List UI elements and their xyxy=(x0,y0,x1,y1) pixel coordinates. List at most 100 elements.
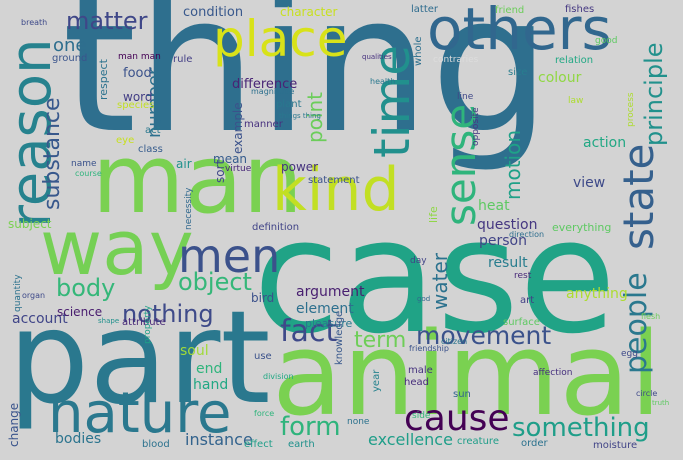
word-excellence: excellence xyxy=(368,430,453,449)
word-life: life xyxy=(427,206,440,223)
word-magnitude: magnitude xyxy=(251,87,295,96)
word-citizen: citizen xyxy=(441,337,468,346)
word-others: others xyxy=(427,0,612,63)
word-view: view xyxy=(573,175,606,191)
word-example: example xyxy=(231,102,245,154)
word-creature: creature xyxy=(457,436,499,447)
word-thing: thing xyxy=(62,0,551,175)
word-condition: condition xyxy=(183,5,244,20)
word-place: place xyxy=(213,10,348,68)
word-attribute: attribute xyxy=(122,317,166,328)
word-contraries: contraries xyxy=(433,55,479,65)
word-earth: earth xyxy=(288,439,315,450)
word-line: line xyxy=(457,92,474,102)
word-ground: ground xyxy=(52,53,88,64)
word-argument: argument xyxy=(296,284,365,300)
word-mean: mean xyxy=(213,152,248,166)
word-hand: hand xyxy=(193,377,229,393)
word-something: something xyxy=(512,413,650,443)
word-property: property xyxy=(143,305,153,344)
word-colour: colour xyxy=(538,70,582,86)
word-good: good xyxy=(595,36,618,46)
word-word: word xyxy=(123,90,153,104)
word-head: head xyxy=(404,377,429,388)
word-friendship: friendship xyxy=(409,344,449,353)
word-pleasure: pleasure xyxy=(305,317,353,330)
word-account: account xyxy=(12,311,68,327)
word-none: none xyxy=(347,417,370,427)
word-substance: substance xyxy=(40,97,65,210)
word-respect: respect xyxy=(97,59,110,100)
word-body: body xyxy=(56,274,116,302)
word-object: object xyxy=(178,268,252,296)
word-air: air xyxy=(176,157,192,171)
word-necessity: necessity xyxy=(184,187,194,230)
word-process: process xyxy=(626,92,636,127)
word-term: term xyxy=(354,328,407,353)
word-difference: difference xyxy=(232,77,298,92)
word-result: result xyxy=(488,255,528,271)
word-art: art xyxy=(520,295,535,306)
word-male: male xyxy=(408,365,433,376)
word-moisture: moisture xyxy=(593,440,638,451)
word-flesh: flesh xyxy=(641,312,661,321)
word-act: act xyxy=(145,125,161,136)
word-nature: nature xyxy=(48,381,232,446)
word-things-thing: things thing xyxy=(279,112,321,120)
word-eye: eye xyxy=(116,135,135,146)
word-men: men xyxy=(178,229,281,283)
word-day: day xyxy=(410,256,427,266)
word-statement: statement xyxy=(308,175,360,186)
word-rule: rule xyxy=(173,54,193,65)
word-water: water xyxy=(428,253,452,310)
word-egg: egg xyxy=(621,349,638,359)
word-character: character xyxy=(280,5,338,19)
word-question: question xyxy=(477,217,538,233)
word-everything: everything xyxy=(552,221,612,234)
word-truth: truth xyxy=(652,399,670,407)
word-species: species xyxy=(117,100,155,111)
word-size: size xyxy=(508,67,528,78)
word-principle: principle xyxy=(640,42,668,146)
word-way: way xyxy=(40,203,194,292)
word-name: name xyxy=(71,159,97,169)
word-effect: effect xyxy=(244,439,273,450)
word-year: year xyxy=(371,369,382,392)
word-anything: anything xyxy=(566,286,628,302)
word-element: element xyxy=(296,301,354,317)
word-blood: blood xyxy=(142,439,170,450)
word-end: end xyxy=(196,361,223,377)
word-shape: shape xyxy=(98,317,120,325)
word-time: time xyxy=(363,45,421,158)
word-man: man xyxy=(92,125,303,235)
word-sun: sun xyxy=(453,389,471,400)
word-order: order xyxy=(521,438,548,449)
word-subject: subject xyxy=(8,217,52,231)
word-heat: heat xyxy=(478,198,510,214)
word-use: use xyxy=(254,351,272,362)
word-plant: plant xyxy=(276,99,302,110)
word-food: food xyxy=(123,66,152,81)
word-law: law xyxy=(568,96,584,106)
word-cause: cause xyxy=(404,398,510,439)
word-opposite: opposite xyxy=(471,107,481,146)
word-animal: animal xyxy=(272,308,662,442)
word-side: side xyxy=(412,411,431,421)
word-manner: manner xyxy=(244,119,283,130)
word-knowledge: knowledge xyxy=(334,310,345,365)
word-bodies: bodies xyxy=(55,431,102,447)
word-relation: relation xyxy=(555,55,594,66)
word-state: state xyxy=(614,143,663,250)
word-latter: latter xyxy=(411,4,439,15)
word-power: power xyxy=(281,160,319,174)
word-instance: instance xyxy=(185,430,253,449)
word-rest: rest xyxy=(514,271,532,281)
word-soul: soul xyxy=(180,343,209,359)
word-qualities: qualities xyxy=(362,53,392,61)
word-case: case xyxy=(253,185,617,369)
word-motion: motion xyxy=(501,129,525,200)
word-action: action xyxy=(583,135,627,151)
word-kind: kind xyxy=(272,155,400,225)
word-organ: organ xyxy=(22,291,46,300)
